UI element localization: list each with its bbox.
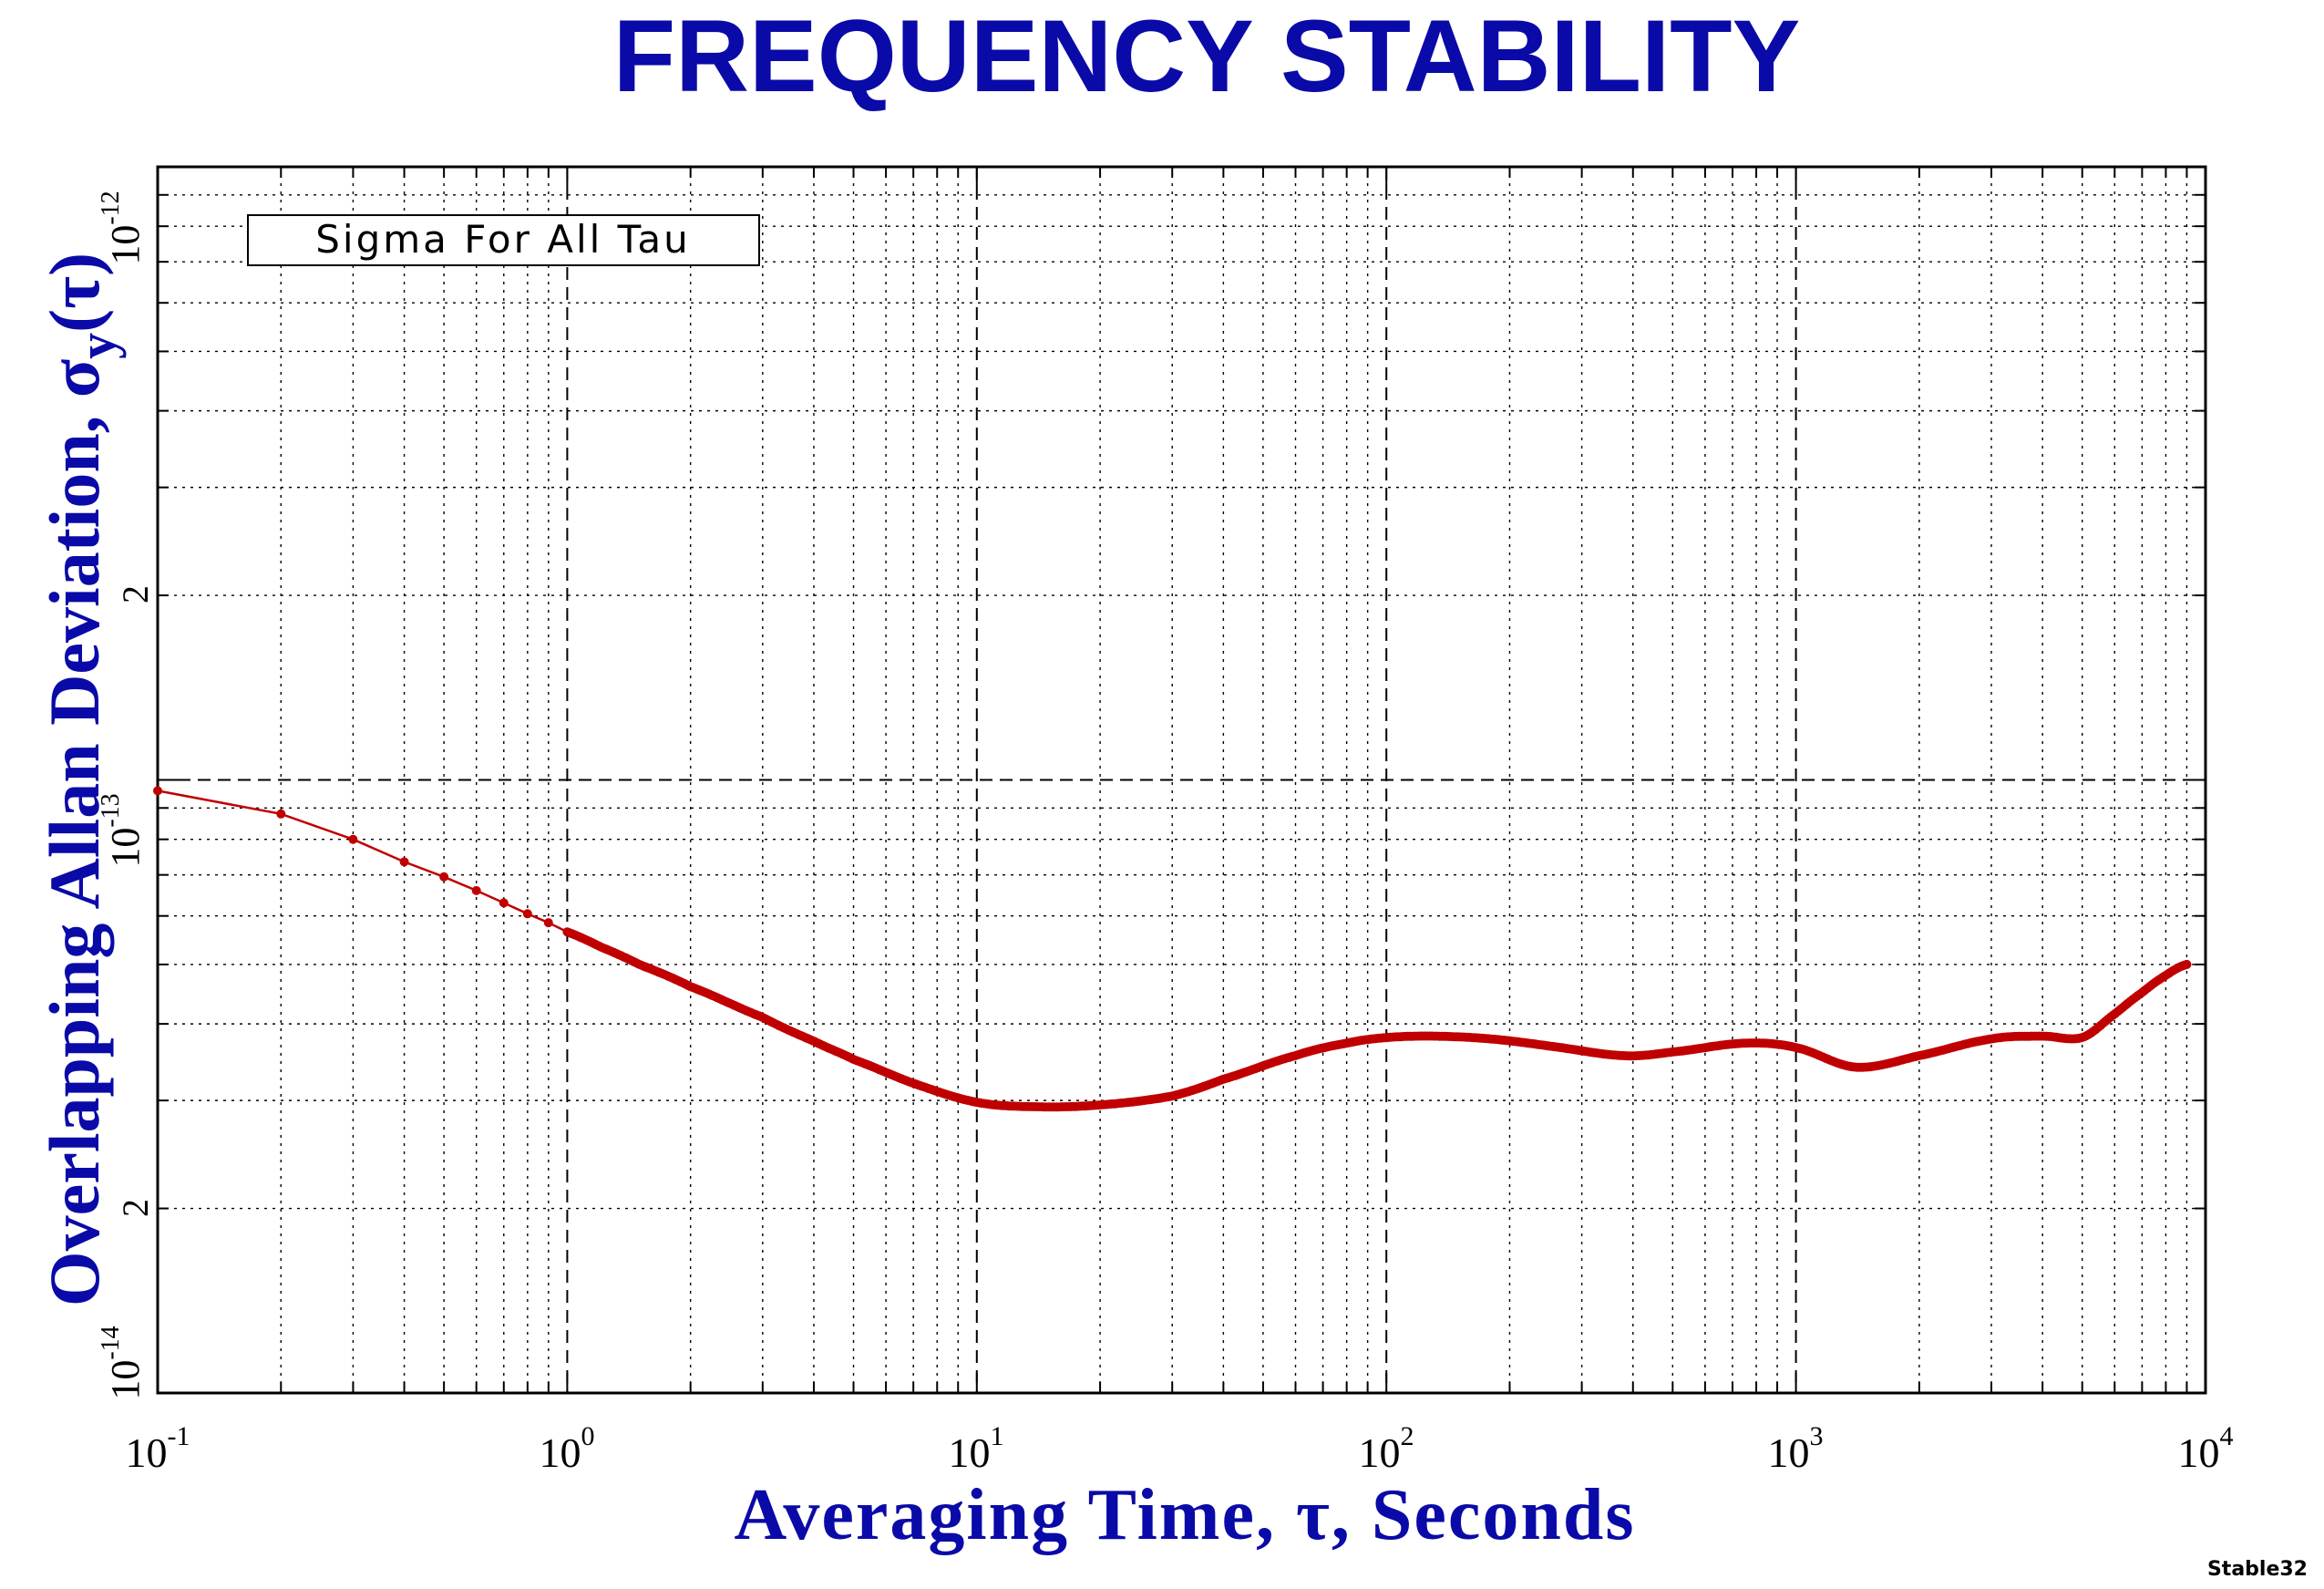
data-point	[543, 918, 553, 928]
legend: Sigma For All Tau	[247, 214, 760, 266]
legend-label: Sigma For All Tau	[315, 217, 690, 262]
data-point	[522, 909, 532, 919]
software-credit: Stable32	[2207, 1558, 2308, 1581]
x-tick-label: 104	[2178, 1421, 2234, 1476]
x-tick-labels: 10-1 100 101 102 103 104	[126, 1421, 2234, 1476]
data-point	[348, 834, 358, 844]
chart-title: FREQUENCY STABILITY	[613, 0, 1801, 113]
data-point	[439, 872, 449, 882]
x-tick-label: 100	[540, 1421, 595, 1476]
data-point	[499, 898, 509, 908]
y-tick-label: 10-14	[97, 1326, 148, 1399]
y-tick-label: 10-13	[97, 793, 148, 867]
x-tick-label: 101	[949, 1421, 1004, 1476]
x-tick-label: 103	[1768, 1421, 1824, 1476]
legend-box	[247, 214, 760, 266]
y-tick-labels: 10-12 10-13 10-14 2 2	[97, 191, 156, 1399]
grid	[158, 167, 2206, 1393]
x-tick-label: 102	[1359, 1421, 1414, 1476]
data-point	[153, 786, 162, 796]
data-point	[2182, 959, 2192, 969]
y-tick-label: 2	[115, 1199, 156, 1217]
x-axis-title: Averaging Time, τ, Seconds	[735, 1475, 1636, 1555]
data-point	[471, 885, 481, 895]
series-layer	[153, 786, 2192, 1112]
data-point	[276, 809, 286, 819]
y-tick-label: 10-12	[97, 191, 148, 264]
y-tick-label: 2	[115, 585, 156, 604]
data-point	[399, 857, 409, 867]
y-axis-title: Overlapping Allan Deviation, σy(τ)	[35, 253, 127, 1306]
x-tick-label: 10-1	[126, 1421, 190, 1476]
plot-frame	[156, 165, 2207, 1395]
